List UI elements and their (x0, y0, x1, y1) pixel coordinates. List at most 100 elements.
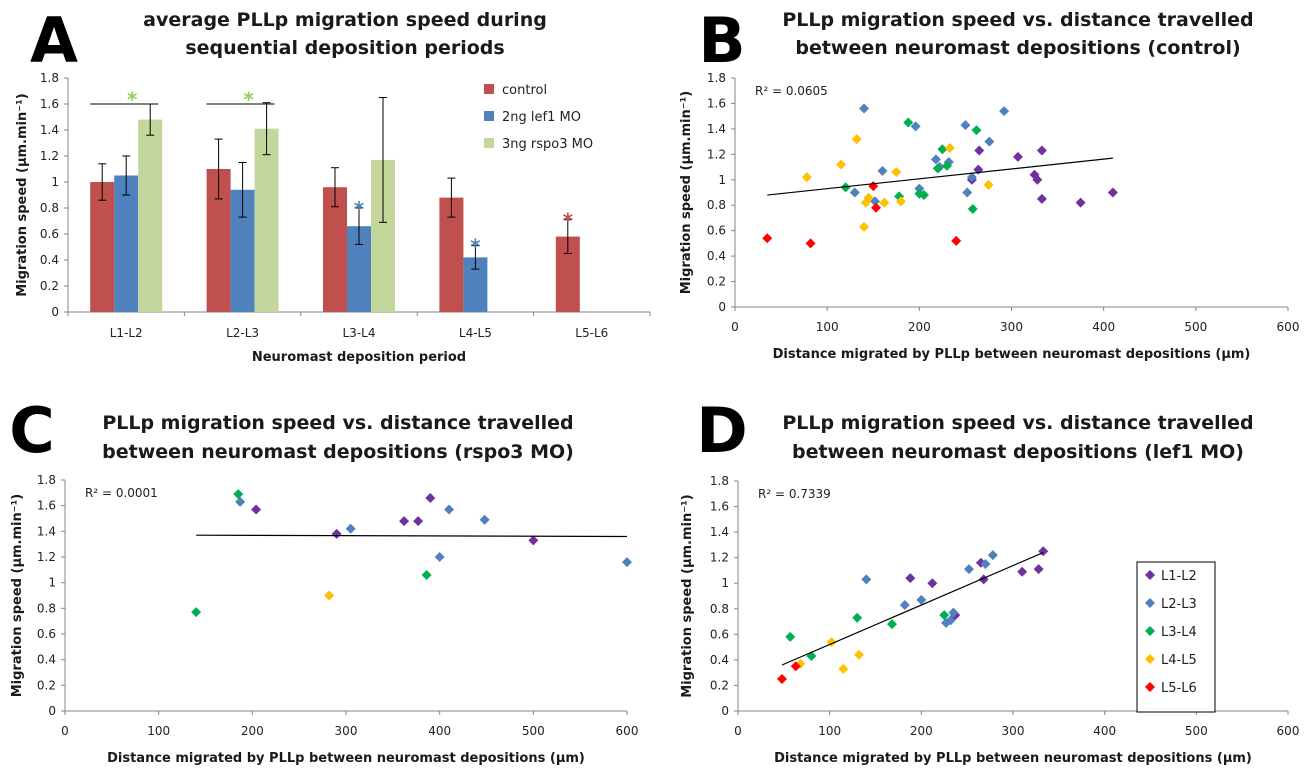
data-point (345, 523, 356, 534)
chart-title-line: between neuromast depositions (rspo3 MO) (102, 441, 574, 463)
y-tick-label: 1.4 (707, 122, 726, 136)
bar (138, 119, 163, 312)
r-squared-label: R² = 0.0605 (755, 84, 828, 98)
data-point (859, 103, 870, 114)
legend-swatch (484, 138, 494, 148)
x-axis-label: Distance migrated by PLLp between neurom… (773, 347, 1251, 362)
significance-star: * (470, 235, 481, 259)
x-tick-label: 400 (428, 724, 451, 738)
legend-label: L1-L2 (1161, 569, 1197, 584)
data-point (1145, 570, 1155, 580)
x-tick-label: 100 (816, 320, 839, 334)
data-point (235, 496, 246, 507)
data-point (1145, 654, 1155, 664)
legend-swatch (484, 111, 494, 121)
data-point (967, 204, 978, 215)
y-tick-label: 0.2 (40, 279, 59, 293)
data-point (868, 181, 879, 192)
y-tick-label: 0.4 (37, 653, 56, 667)
data-point (887, 619, 897, 630)
bar (323, 187, 347, 312)
data-point (971, 125, 982, 136)
data-point (879, 197, 890, 208)
data-point (331, 528, 342, 539)
trendline (781, 552, 1044, 666)
x-tick-label: 0 (61, 724, 69, 738)
data-point (849, 187, 860, 198)
y-tick-label: 0.4 (707, 249, 726, 263)
data-point (905, 573, 916, 584)
data-point (1032, 174, 1043, 185)
data-point (421, 569, 432, 580)
y-tick-label: 1 (721, 576, 729, 590)
y-tick-label: 1.8 (710, 474, 729, 488)
chart-title-line: sequential deposition periods (185, 37, 504, 59)
data-point (932, 163, 943, 174)
data-point (425, 492, 436, 503)
data-point (863, 192, 874, 203)
data-point (233, 489, 244, 500)
legend-label: 3ng rspo3 MO (502, 137, 593, 152)
data-point (945, 615, 956, 626)
data-point (1033, 564, 1044, 575)
data-point (987, 550, 998, 561)
data-point (966, 172, 977, 183)
x-tick-label: 500 (522, 724, 545, 738)
y-axis-label: Migration speed (μm.min⁻¹) (680, 494, 695, 698)
data-point (899, 599, 910, 610)
data-point (930, 154, 941, 165)
data-point (916, 594, 927, 605)
y-tick-label: 1.2 (707, 147, 726, 161)
data-point (1145, 682, 1155, 692)
y-tick-label: 1.2 (37, 550, 56, 564)
data-point (964, 564, 974, 575)
y-tick-label: 0.8 (710, 602, 729, 616)
panel-letter: D (696, 394, 747, 467)
data-point (777, 674, 787, 685)
data-point (914, 183, 925, 194)
y-tick-label: 0.8 (707, 198, 726, 212)
data-point (1017, 566, 1028, 577)
panel-letter: C (9, 394, 55, 467)
y-tick-label: 0.4 (40, 253, 59, 267)
data-point (1038, 546, 1049, 557)
y-tick-label: 0.8 (37, 601, 56, 615)
data-point (918, 190, 929, 201)
data-point (251, 504, 262, 515)
chart-title-line: PLLp migration speed vs. distance travel… (782, 412, 1253, 434)
data-point (324, 590, 335, 601)
y-tick-label: 1 (48, 576, 56, 590)
x-tick-label: 200 (241, 724, 264, 738)
y-tick-label: 0 (48, 704, 56, 718)
y-tick-label: 1.6 (710, 500, 729, 514)
data-point (399, 516, 410, 527)
bar (254, 128, 279, 312)
data-point (838, 663, 849, 674)
data-point (479, 514, 490, 525)
data-point (974, 145, 985, 156)
trendline (196, 534, 628, 538)
x-tick-label: L5-L6 (575, 326, 608, 340)
data-point (1145, 626, 1155, 636)
data-point (944, 142, 955, 153)
x-tick-label: 300 (1002, 724, 1025, 738)
x-tick-label: 500 (1185, 724, 1208, 738)
y-tick-label: 0.6 (40, 227, 59, 241)
data-point (1036, 193, 1047, 204)
r-squared-label: R² = 0.0001 (85, 486, 158, 500)
panel-letter: A (30, 4, 78, 77)
data-point (937, 144, 948, 155)
data-point (840, 182, 851, 193)
x-tick-label: L1-L2 (110, 326, 143, 340)
legend-label: L3-L4 (1161, 625, 1197, 640)
data-point (891, 167, 902, 178)
data-point (999, 106, 1010, 117)
chart-title-line: PLLp migration speed vs. distance travel… (102, 412, 573, 434)
x-axis-label: Neuromast deposition period (252, 350, 466, 365)
data-point (895, 196, 906, 207)
chart-title-line: PLLp migration speed vs. distance travel… (782, 9, 1253, 31)
data-point (962, 187, 973, 198)
chart-title-line: between neuromast depositions (lef1 MO) (792, 441, 1244, 463)
x-tick-label: 200 (908, 320, 931, 334)
x-tick-label: 100 (818, 724, 841, 738)
